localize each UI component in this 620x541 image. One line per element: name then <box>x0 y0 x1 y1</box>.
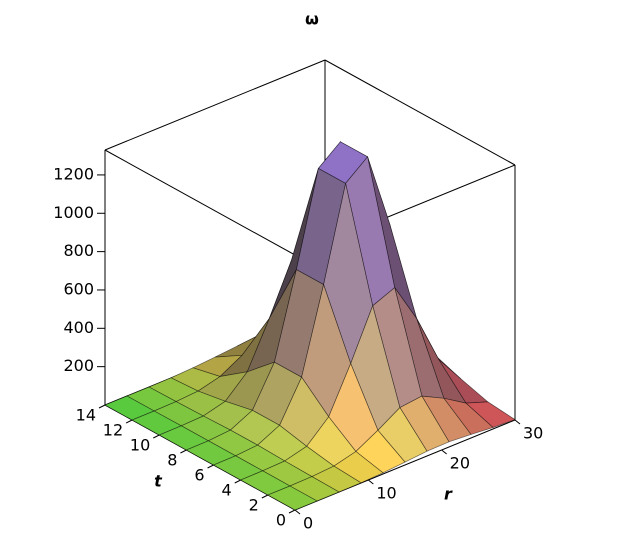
x-tick <box>368 479 374 485</box>
y-tick <box>153 434 160 439</box>
x-tick-label: 0 <box>303 514 313 533</box>
z-tick-label: 800 <box>63 241 94 260</box>
y-axis-label: t <box>154 472 163 491</box>
y-tick-label: 12 <box>103 421 123 440</box>
y-tick <box>288 509 296 514</box>
z-tick-label: 200 <box>63 356 94 375</box>
y-tick <box>180 449 187 454</box>
box-edge <box>104 59 326 151</box>
y-tick <box>234 479 241 484</box>
y-tick <box>98 404 106 409</box>
surface-patch <box>267 485 318 511</box>
y-tick <box>261 494 269 499</box>
y-tick-label: 4 <box>222 481 232 500</box>
y-tick-label: 10 <box>130 436 150 455</box>
z-tick-label: 1000 <box>53 203 94 222</box>
box-edge <box>104 149 296 256</box>
box-edge <box>324 59 516 166</box>
y-tick-label: 6 <box>194 466 204 485</box>
x-tick-label: 20 <box>450 454 470 473</box>
z-tick-label: 400 <box>63 318 94 337</box>
x-tick-label: 10 <box>376 484 396 503</box>
x-tick <box>441 449 447 455</box>
x-tick-label: 30 <box>523 424 543 443</box>
y-tick-label: 14 <box>76 406 96 425</box>
x-axis-label: r <box>444 485 453 504</box>
z-tick-label: 1200 <box>53 164 94 183</box>
x-tick <box>514 419 521 425</box>
y-tick-label: 0 <box>276 511 286 530</box>
x-tick <box>294 509 301 515</box>
y-tick-label: 2 <box>249 496 259 515</box>
z-tick-label: 600 <box>63 279 94 298</box>
chart-title: ω <box>305 10 319 29</box>
y-tick <box>207 464 214 469</box>
y-tick-label: 8 <box>167 451 177 470</box>
y-tick <box>125 419 133 424</box>
